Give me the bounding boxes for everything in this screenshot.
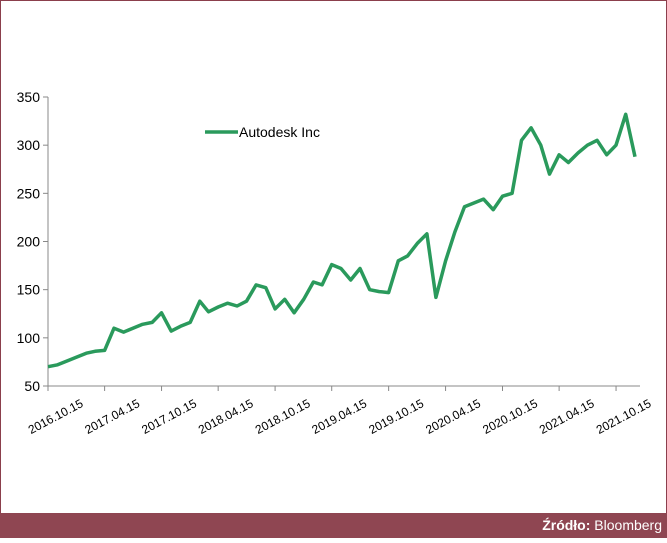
y-tick-label: 200: [17, 234, 41, 250]
footer-text: Źródło: Bloomberg: [542, 517, 662, 533]
y-tick-label: 250: [17, 185, 41, 201]
footer-label: Źródło:: [542, 517, 590, 533]
footer-source: Bloomberg: [594, 517, 662, 533]
y-tick-label: 300: [17, 137, 41, 153]
data-line: [47, 112, 637, 369]
footer-bar: [0, 513, 667, 538]
y-tick-label: 100: [17, 330, 41, 346]
y-tick-label: 350: [17, 89, 41, 105]
y-tick-label: 50: [24, 378, 40, 394]
y-tick-label: 150: [17, 282, 41, 298]
legend-label: Autodesk Inc: [239, 124, 320, 140]
